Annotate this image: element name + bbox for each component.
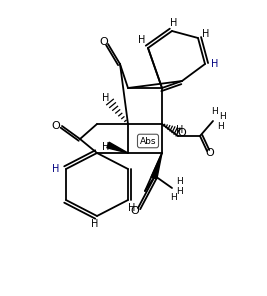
Text: H: H (52, 164, 60, 174)
Text: H: H (220, 112, 226, 120)
Text: H: H (102, 93, 110, 103)
Text: Abs: Abs (140, 136, 156, 146)
Text: H: H (211, 59, 219, 69)
Text: H: H (138, 35, 146, 45)
Text: H: H (91, 219, 99, 229)
Text: H: H (102, 142, 110, 152)
Text: H: H (218, 121, 224, 131)
Text: H: H (170, 18, 178, 28)
Text: O: O (178, 128, 186, 138)
Polygon shape (107, 142, 128, 153)
Text: H: H (171, 194, 177, 202)
Text: O: O (206, 148, 214, 158)
Text: H: H (212, 107, 218, 115)
Text: O: O (100, 37, 108, 47)
Text: H: H (176, 125, 184, 135)
Text: H: H (202, 29, 210, 39)
Text: H: H (177, 178, 183, 186)
Text: O: O (52, 121, 60, 131)
Text: O: O (131, 206, 139, 216)
Text: H: H (128, 203, 136, 213)
Text: H: H (177, 187, 183, 197)
Polygon shape (151, 153, 162, 179)
